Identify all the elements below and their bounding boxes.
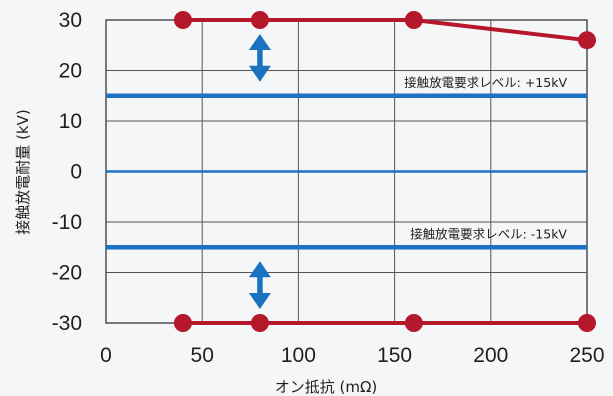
x-tick-label: 0 bbox=[100, 344, 112, 367]
y-axis-label: 接触放電耐量 (kV) bbox=[14, 109, 32, 234]
margin-arrows bbox=[248, 34, 271, 309]
data-point-negative bbox=[404, 314, 423, 332]
x-tick-label: 100 bbox=[281, 344, 316, 367]
y-tick-label: -10 bbox=[52, 211, 82, 234]
x-axis-label: オン抵抗 (mΩ) bbox=[275, 378, 378, 396]
reference-lines bbox=[106, 93, 587, 250]
margin-arrow-head-down bbox=[248, 65, 271, 82]
y-tick-label: 10 bbox=[59, 110, 82, 133]
x-tick-label: 50 bbox=[191, 344, 214, 367]
data-point-positive bbox=[173, 11, 192, 29]
requirement-label: 接触放電要求レベル: -15kV bbox=[410, 226, 567, 241]
margin-arrow-head-up bbox=[248, 34, 271, 50]
data-point-negative bbox=[173, 314, 192, 332]
x-tick-label: 250 bbox=[569, 344, 604, 367]
y-tick-label: 0 bbox=[70, 161, 82, 184]
y-tick-label: -30 bbox=[52, 312, 82, 335]
x-tick-label: 150 bbox=[377, 344, 412, 367]
requirement-label: 接触放電要求レベル: +15kV bbox=[404, 75, 567, 90]
y-tick-label: 30 bbox=[59, 9, 82, 32]
margin-arrow-head-down bbox=[248, 293, 271, 309]
y-tick-label: -20 bbox=[52, 262, 82, 285]
data-point-positive bbox=[578, 31, 596, 50]
margin-arrow-head-up bbox=[248, 261, 271, 278]
y-tick-label: 20 bbox=[59, 60, 82, 83]
data-point-positive bbox=[404, 11, 423, 29]
data-point-positive bbox=[250, 11, 269, 29]
annotations: 接触放電要求レベル: +15kV 接触放電要求レベル: -15kV bbox=[404, 75, 567, 242]
series bbox=[173, 11, 596, 332]
data-point-negative bbox=[578, 314, 596, 332]
data-point-negative bbox=[250, 314, 269, 332]
margin-arrow bbox=[248, 34, 271, 82]
margin-arrow bbox=[248, 261, 271, 309]
series-line-positive bbox=[182, 18, 588, 43]
x-tick-label: 200 bbox=[473, 344, 508, 367]
